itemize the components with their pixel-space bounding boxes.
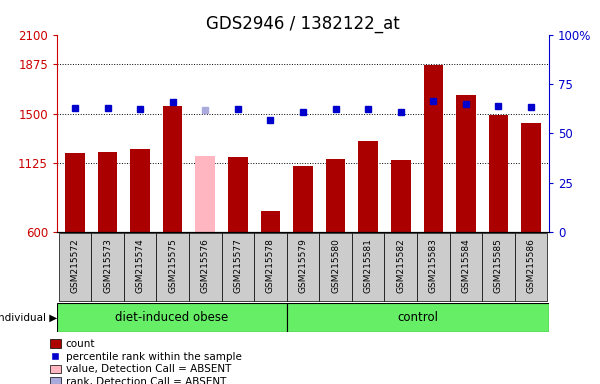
Text: GSM215575: GSM215575 xyxy=(168,238,177,293)
Bar xyxy=(124,233,157,301)
Bar xyxy=(59,233,91,301)
Text: GSM215586: GSM215586 xyxy=(527,238,536,293)
Bar xyxy=(157,233,189,301)
Bar xyxy=(287,303,549,332)
Bar xyxy=(254,233,287,301)
Text: GSM215584: GSM215584 xyxy=(461,238,470,293)
Bar xyxy=(57,303,287,332)
Bar xyxy=(358,141,378,232)
Text: GSM215577: GSM215577 xyxy=(233,238,242,293)
Bar xyxy=(424,65,443,232)
Text: GSM215574: GSM215574 xyxy=(136,238,145,293)
Text: GSM215585: GSM215585 xyxy=(494,238,503,293)
Bar xyxy=(482,233,515,301)
Bar xyxy=(293,166,313,232)
Bar xyxy=(260,211,280,232)
Text: GSM215578: GSM215578 xyxy=(266,238,275,293)
Text: control: control xyxy=(397,311,439,324)
Bar xyxy=(391,160,410,232)
Bar xyxy=(163,106,182,232)
Bar xyxy=(228,157,248,232)
Bar xyxy=(91,233,124,301)
Bar xyxy=(287,233,319,301)
Bar xyxy=(65,153,85,232)
Bar xyxy=(196,156,215,232)
Bar xyxy=(521,123,541,232)
Text: GSM215579: GSM215579 xyxy=(299,238,308,293)
Bar xyxy=(385,233,417,301)
Text: GSM215573: GSM215573 xyxy=(103,238,112,293)
Bar xyxy=(417,233,449,301)
Bar xyxy=(189,233,221,301)
Text: GSM215582: GSM215582 xyxy=(396,238,405,293)
Bar xyxy=(326,159,346,232)
Text: GSM215583: GSM215583 xyxy=(429,238,438,293)
Bar xyxy=(319,233,352,301)
Text: GSM215581: GSM215581 xyxy=(364,238,373,293)
Text: GSM215572: GSM215572 xyxy=(70,238,79,293)
Bar xyxy=(456,95,476,232)
Legend: count, percentile rank within the sample, value, Detection Call = ABSENT, rank, : count, percentile rank within the sample… xyxy=(50,339,242,384)
Text: GSM215576: GSM215576 xyxy=(201,238,210,293)
Text: individual ▶: individual ▶ xyxy=(0,313,57,323)
Bar xyxy=(130,149,150,232)
Bar xyxy=(489,115,508,232)
Title: GDS2946 / 1382122_at: GDS2946 / 1382122_at xyxy=(206,15,400,33)
Bar xyxy=(221,233,254,301)
Bar xyxy=(449,233,482,301)
Text: diet-induced obese: diet-induced obese xyxy=(115,311,229,324)
Bar xyxy=(352,233,385,301)
Text: GSM215580: GSM215580 xyxy=(331,238,340,293)
Bar xyxy=(98,152,117,232)
Bar xyxy=(515,233,547,301)
